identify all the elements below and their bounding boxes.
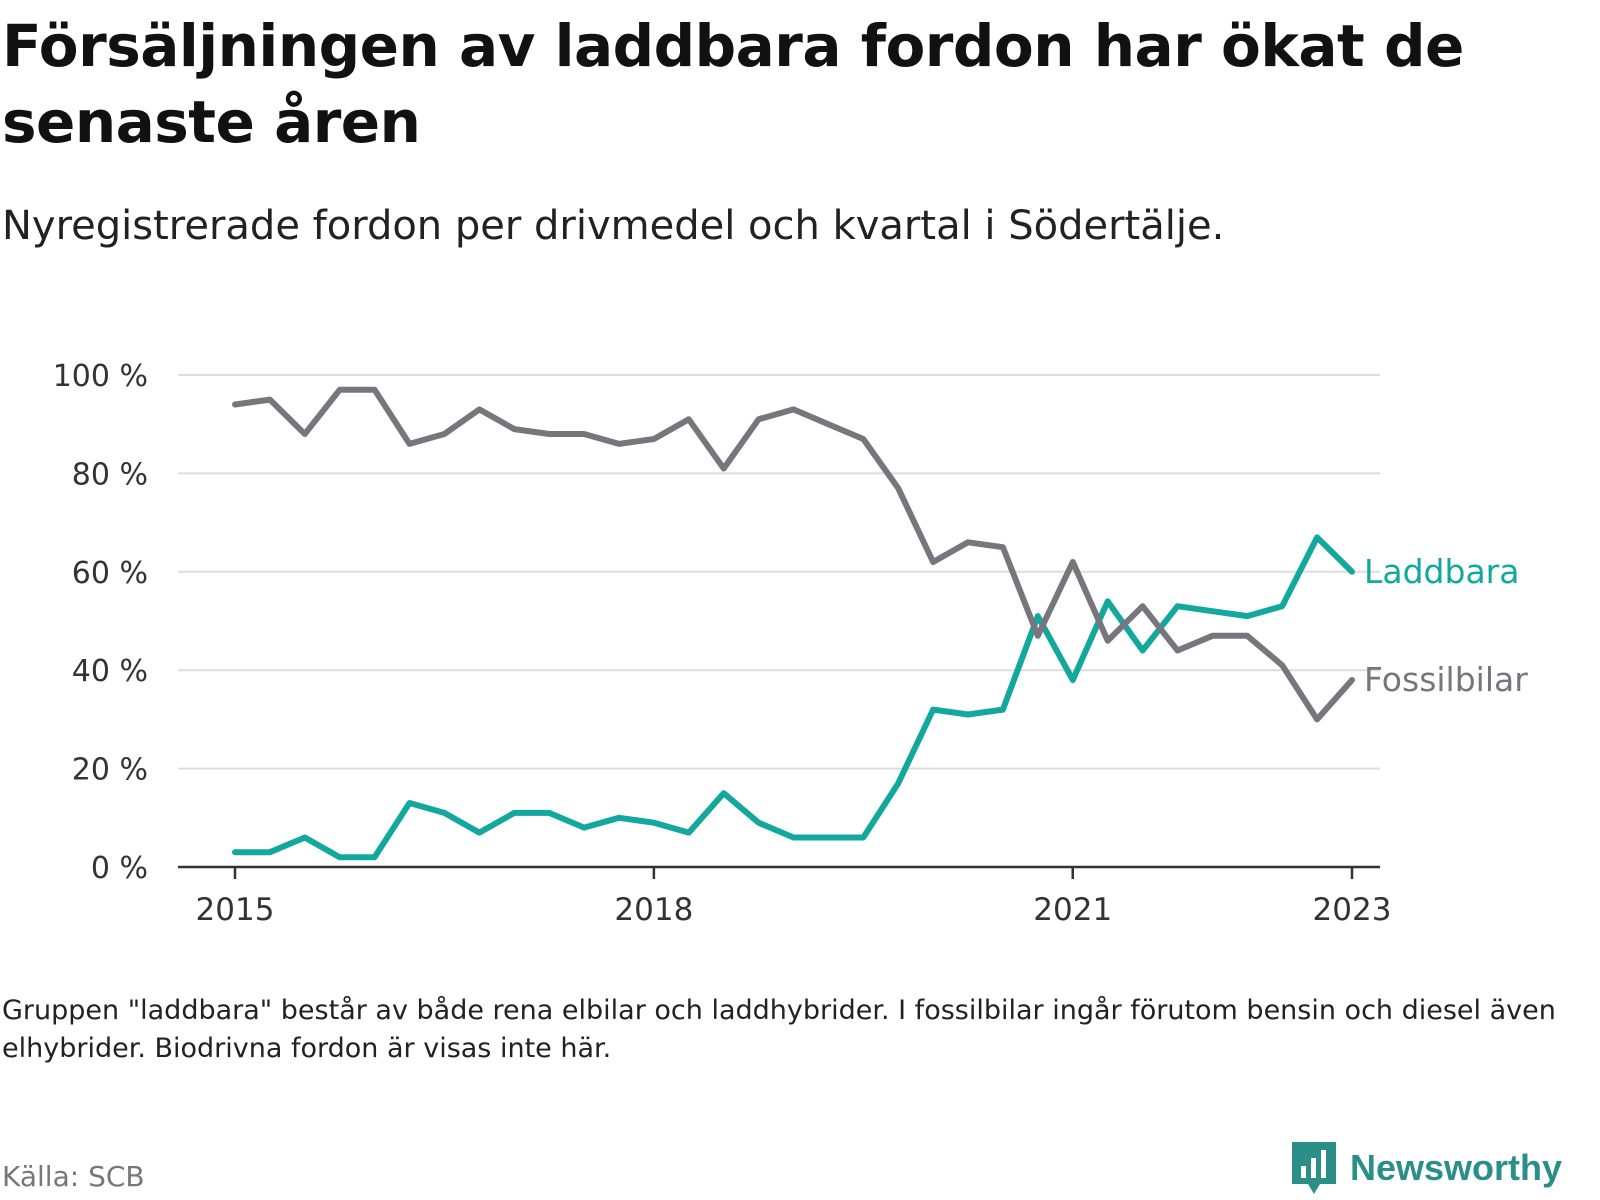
y-tick-label: 100 % xyxy=(53,359,148,394)
chart-subtitle: Nyregistrerade fordon per drivmedel och … xyxy=(2,203,1225,249)
series-label-laddbara: Laddbara xyxy=(1364,552,1519,591)
series-line-fossilbilar xyxy=(232,386,1355,723)
y-tick-label: 80 % xyxy=(72,457,148,492)
series-label-fossilbilar: Fossilbilar xyxy=(1364,660,1528,699)
line-chart: 0 % 20 % 40 % 60 % 80 % 100 % 2015 2018 2021 2023… xyxy=(53,359,1529,928)
y-tick-label: 0 % xyxy=(91,851,148,886)
series-line-laddbara xyxy=(232,534,1355,861)
x-tick-label: 2021 xyxy=(1033,892,1112,928)
x-tick-label: 2018 xyxy=(614,892,693,928)
y-tick-label: 40 % xyxy=(72,654,148,689)
x-tick-label: 2015 xyxy=(196,892,275,928)
newsworthy-logo-icon xyxy=(1292,1142,1336,1194)
x-tick-label: 2023 xyxy=(1313,892,1392,928)
brand-name: Newsworthy xyxy=(1350,1147,1563,1188)
brand-logo: Newsworthy xyxy=(1290,1138,1562,1198)
chart-note: Gruppen "laddbara" består av både rena e… xyxy=(2,995,1556,1064)
source-label: Källa: SCB xyxy=(2,1160,145,1193)
y-tick-label: 20 % xyxy=(72,753,148,788)
y-tick-label: 60 % xyxy=(72,556,148,591)
chart-title: Försäljningen av laddbara fordon har öka… xyxy=(2,12,1464,156)
